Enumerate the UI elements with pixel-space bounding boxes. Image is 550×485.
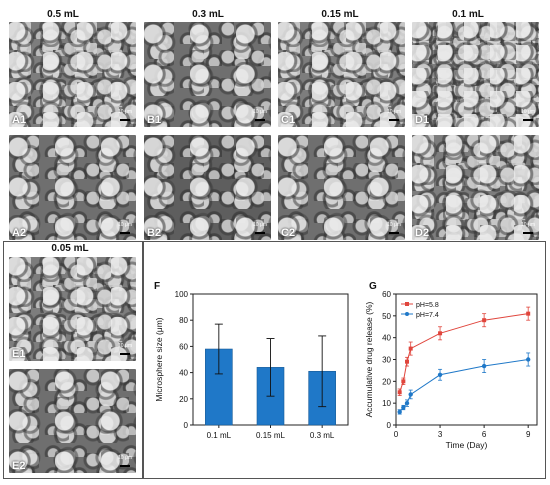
data-point — [437, 372, 443, 377]
panel-label-b1: B1 — [147, 114, 162, 126]
sem-image-d1: 10 μm D1 — [412, 22, 539, 127]
data-point — [482, 318, 487, 323]
sem-image-a2: 10 μm A2 — [9, 135, 136, 240]
y-tick-label-g: 30 — [382, 356, 391, 365]
sem-image-c2: 10 μm C2 — [278, 135, 405, 240]
data-point — [397, 409, 402, 415]
data-point — [401, 379, 406, 384]
y-tick-label-f: 100 — [175, 290, 189, 299]
sem-image-a1: 10 μm A1 — [9, 22, 136, 127]
data-point — [401, 405, 406, 410]
x-tick-label-g: 3 — [438, 430, 443, 439]
y-tick-label-g: 50 — [382, 312, 391, 321]
x-axis-label-g: Time (Day) — [446, 440, 488, 450]
sem-image-c1: 10 μm C1 — [278, 22, 405, 127]
y-tick-label-f: 60 — [179, 342, 188, 351]
data-point — [404, 400, 410, 406]
legend-label: pH=7.4 — [416, 312, 439, 319]
data-point — [408, 392, 413, 397]
y-tick-label-f: 20 — [179, 395, 188, 404]
panel-label-a2: A2 — [12, 227, 27, 239]
y-axis-label-g: Accumulative drug release (%) — [364, 301, 374, 417]
panel-label-b2: B2 — [147, 227, 162, 239]
y-tick-label-f: 0 — [184, 421, 189, 430]
legend-label: pH=5.8 — [416, 302, 439, 309]
x-tick-label-g: 6 — [482, 430, 487, 439]
panel-label-c2: C2 — [281, 227, 296, 239]
panel-label-c1: C1 — [281, 114, 296, 126]
x-tick-label-g: 0 — [394, 430, 399, 439]
bar-chart-microsphere-size: 0 20 40 60 80 100 0.1 mL 0.15 mL 0.3 mL Microsph… — [154, 290, 349, 440]
sem-image-b1: 10 μm B1 — [144, 22, 271, 127]
y-tick-label-f: 80 — [179, 316, 188, 325]
sem-image-d2: 10 μm D2 — [412, 135, 539, 240]
y-axis-label-f: Microsphere size (μm) — [154, 317, 164, 401]
data-point — [481, 363, 487, 369]
x-tick-label-f: 0.1 mL — [207, 431, 232, 440]
data-point — [405, 359, 410, 364]
data-point — [408, 346, 413, 351]
sem-image-e2: 10 μm E2 — [9, 369, 136, 473]
legend-marker — [405, 312, 409, 316]
charts-frame — [143, 241, 546, 479]
panel-label-e1: E1 — [12, 348, 26, 360]
column-title-0-3ml: 0.3 mL — [192, 9, 224, 20]
y-tick-label-f: 40 — [179, 369, 188, 378]
y-tick-label-g: 0 — [387, 421, 392, 430]
data-point — [525, 357, 531, 362]
figure-letter-g: G — [369, 281, 377, 292]
series-line-1 — [399, 359, 529, 413]
data-point — [397, 390, 402, 395]
panel-label-d1: D1 — [415, 114, 430, 126]
column-title-0-15ml: 0.15 mL — [321, 9, 359, 20]
x-tick-label-f: 0.15 mL — [256, 431, 285, 440]
x-tick-label-g: 9 — [526, 430, 531, 439]
data-point — [526, 311, 531, 316]
data-point — [438, 331, 443, 336]
panel-label-a1: A1 — [12, 114, 27, 126]
y-tick-label-g: 40 — [382, 334, 391, 343]
y-tick-label-g: 10 — [382, 399, 391, 408]
column-title-0-05ml: 0.05 mL — [51, 243, 89, 254]
panel-label-e2: E2 — [12, 460, 26, 472]
sem-image-e1: 10 μm E1 — [9, 257, 136, 361]
e-panel-frame — [3, 241, 143, 479]
sem-image-b2: 10 μm B2 — [144, 135, 271, 240]
series-line-0 — [399, 313, 529, 393]
panel-label-d2: D2 — [415, 227, 430, 239]
legend-marker — [405, 302, 409, 306]
x-tick-label-f: 0.3 mL — [310, 431, 335, 440]
column-title-0-1ml: 0.1 mL — [452, 9, 484, 20]
line-chart-drug-release: 0 10 20 30 40 50 60 0 3 6 9 pH=5.8 pH=7.4 Accumulat… — [364, 290, 538, 450]
figure-letter-f: F — [154, 281, 161, 292]
y-tick-label-g: 20 — [382, 377, 391, 386]
column-title-0-5ml: 0.5 mL — [47, 9, 79, 20]
y-tick-label-g: 60 — [382, 290, 391, 299]
